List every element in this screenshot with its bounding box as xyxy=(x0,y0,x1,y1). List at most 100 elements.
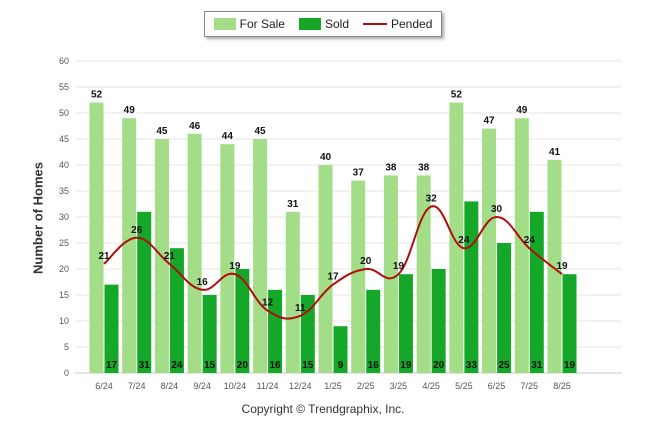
data-label-sold: 17 xyxy=(106,360,118,371)
data-label-pended: 21 xyxy=(164,251,176,262)
data-label-pended: 26 xyxy=(131,225,143,236)
data-label-sold: 31 xyxy=(531,360,543,371)
pended-line xyxy=(103,205,563,320)
data-label-sold: 15 xyxy=(302,360,314,371)
bar-for-sale xyxy=(416,175,431,373)
data-label-for-sale: 41 xyxy=(549,147,561,158)
pended-swatch xyxy=(363,23,387,25)
bar-sold xyxy=(235,269,250,373)
data-label-sold: 9 xyxy=(338,360,344,371)
x-tick-label: 4/25 xyxy=(422,381,440,391)
data-label-sold: 24 xyxy=(171,360,183,371)
x-tick-label: 7/24 xyxy=(128,381,146,391)
y-tick-label: 15 xyxy=(59,290,69,300)
x-tick-label: 5/25 xyxy=(455,381,473,391)
data-label-pended: 24 xyxy=(458,235,470,246)
data-label-pended: 19 xyxy=(229,261,241,272)
x-tick-label: 8/25 xyxy=(553,381,571,391)
bar-sold xyxy=(104,284,119,373)
data-label-pended: 12 xyxy=(262,298,274,309)
bar-sold xyxy=(398,274,413,373)
data-label-sold: 20 xyxy=(433,360,445,371)
y-tick-label: 40 xyxy=(59,160,69,170)
x-tick-label: 10/24 xyxy=(224,381,247,391)
bar-for-sale xyxy=(318,165,333,373)
data-label-sold: 19 xyxy=(400,360,412,371)
bar-sold xyxy=(137,211,152,373)
bar-for-sale xyxy=(285,211,300,373)
bar-for-sale xyxy=(220,144,235,373)
bar-sold xyxy=(366,289,381,373)
bar-for-sale xyxy=(89,102,104,373)
data-label-for-sale: 45 xyxy=(156,126,168,137)
data-label-for-sale: 46 xyxy=(189,121,201,132)
data-label-sold: 31 xyxy=(139,360,151,371)
legend-label-sold: Sold xyxy=(324,17,349,31)
x-tick-label: 6/24 xyxy=(95,381,113,391)
bar-sold xyxy=(268,289,283,373)
y-tick-label: 35 xyxy=(59,186,69,196)
bar-for-sale xyxy=(187,133,202,373)
data-label-pended: 24 xyxy=(524,235,536,246)
copyright-text: Copyright © Trendgraphix, Inc. xyxy=(241,402,405,416)
bar-sold xyxy=(169,248,184,373)
bar-sold xyxy=(497,243,512,373)
x-tick-label: 3/25 xyxy=(390,381,408,391)
data-label-pended: 19 xyxy=(556,261,568,272)
x-tick-label: 8/24 xyxy=(161,381,179,391)
for-sale-swatch xyxy=(213,18,236,30)
bar-sold xyxy=(431,269,446,373)
bar-for-sale xyxy=(383,175,398,373)
bar-for-sale xyxy=(514,118,529,373)
y-tick-label: 30 xyxy=(59,212,69,222)
bar-for-sale xyxy=(449,102,464,373)
sold-swatch xyxy=(298,18,321,30)
bar-for-sale xyxy=(122,118,137,373)
data-label-for-sale: 37 xyxy=(353,168,365,179)
y-axis-title: Number of Homes xyxy=(30,162,46,274)
x-tick-label: 1/25 xyxy=(324,381,342,391)
data-label-pended: 19 xyxy=(393,261,405,272)
x-tick-label: 12/24 xyxy=(289,381,312,391)
data-label-for-sale: 49 xyxy=(124,105,136,116)
data-label-sold: 19 xyxy=(564,360,576,371)
data-label-for-sale: 49 xyxy=(516,105,528,116)
data-label-pended: 20 xyxy=(360,256,372,267)
data-label-sold: 16 xyxy=(368,360,380,371)
data-label-sold: 15 xyxy=(204,360,216,371)
chart-legend: For Sale Sold Pended xyxy=(204,11,442,37)
data-label-pended: 17 xyxy=(327,272,339,283)
data-label-for-sale: 52 xyxy=(451,90,463,101)
y-tick-label: 10 xyxy=(59,316,69,326)
data-label-for-sale: 40 xyxy=(320,152,332,163)
data-label-for-sale: 52 xyxy=(91,90,103,101)
data-label-sold: 25 xyxy=(499,360,511,371)
y-tick-label: 55 xyxy=(59,82,69,92)
data-label-for-sale: 47 xyxy=(484,116,496,127)
data-label-for-sale: 31 xyxy=(287,199,299,210)
data-label-for-sale: 38 xyxy=(385,162,397,173)
y-tick-label: 25 xyxy=(59,238,69,248)
y-tick-label: 20 xyxy=(59,264,69,274)
y-tick-label: 50 xyxy=(59,108,69,118)
x-tick-label: 9/24 xyxy=(193,381,211,391)
bar-for-sale xyxy=(253,139,268,373)
data-label-pended: 16 xyxy=(197,277,209,288)
bar-sold xyxy=(202,295,217,373)
legend-item-sold[interactable]: Sold xyxy=(298,17,349,31)
x-tick-label: 2/25 xyxy=(357,381,375,391)
data-label-pended: 32 xyxy=(426,194,438,205)
data-label-for-sale: 38 xyxy=(418,162,430,173)
y-tick-label: 0 xyxy=(64,368,69,378)
data-label-sold: 16 xyxy=(270,360,282,371)
bar-sold xyxy=(464,201,479,373)
legend-item-for-sale[interactable]: For Sale xyxy=(213,17,285,31)
data-label-pended: 21 xyxy=(98,251,110,262)
legend-item-pended[interactable]: Pended xyxy=(363,17,432,31)
data-label-pended: 11 xyxy=(295,303,306,314)
bar-for-sale xyxy=(482,128,497,373)
x-tick-label: 11/24 xyxy=(257,381,279,391)
bar-sold xyxy=(562,274,577,373)
data-label-for-sale: 45 xyxy=(255,126,267,137)
